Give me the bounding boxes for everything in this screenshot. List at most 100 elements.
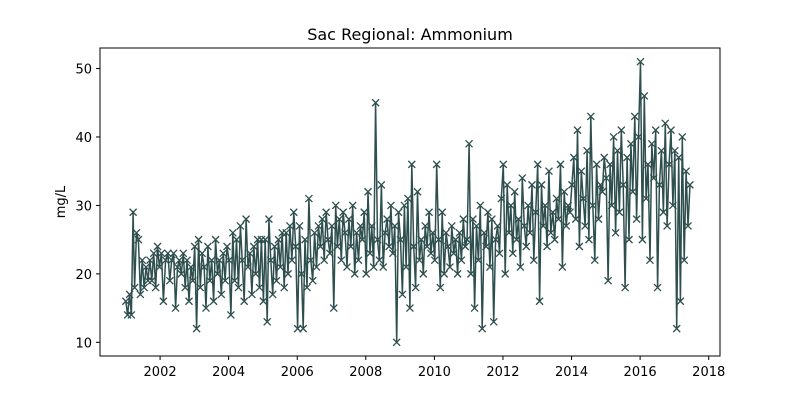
data-point-x-marker (592, 160, 601, 169)
data-point-x-marker (142, 263, 151, 271)
data-point-x-marker (508, 249, 517, 258)
data-point-x-marker (121, 297, 130, 306)
data-point-x-marker (377, 180, 386, 189)
data-point-x-marker (366, 249, 374, 258)
data-point-x-marker (685, 180, 694, 189)
data-point-x-marker (369, 263, 378, 271)
data-point-x-marker (318, 215, 327, 224)
data-point-x-marker (343, 263, 351, 271)
data-point-x-marker (386, 201, 395, 210)
data-point-x-marker (402, 263, 411, 271)
data-point-x-marker (373, 235, 382, 244)
data-point-x-marker (145, 256, 154, 265)
data-point-x-marker (217, 290, 226, 299)
data-point-x-marker (594, 215, 603, 224)
data-point-x-marker (421, 221, 430, 230)
data-point-x-marker (316, 242, 325, 251)
data-point-x-marker (535, 297, 544, 306)
data-point-x-marker (584, 235, 593, 244)
data-point-x-marker (221, 276, 230, 285)
data-point-x-marker (638, 235, 647, 244)
data-point-x-marker (188, 276, 197, 285)
data-point-x-marker (352, 228, 361, 237)
data-point-x-marker (606, 160, 615, 169)
data-point-x-marker (324, 235, 333, 244)
data-point-x-marker (663, 221, 672, 230)
data-point-x-marker (196, 283, 205, 292)
x-tick-label: 2004 (212, 365, 245, 380)
data-point-x-marker (303, 283, 311, 292)
data-point-x-marker (562, 221, 571, 230)
data-point-x-marker (173, 263, 182, 271)
x-tick-label: 2010 (418, 365, 451, 380)
data-point-x-marker (415, 256, 424, 265)
x-tick-label: 2002 (144, 365, 177, 380)
data-point-x-marker (285, 221, 294, 230)
data-point-x-marker (360, 208, 369, 217)
data-point-x-marker (682, 167, 691, 176)
data-point-x-marker (579, 194, 588, 203)
data-point-x-marker (497, 194, 506, 203)
data-point-x-marker (358, 235, 367, 244)
data-point-x-marker (436, 283, 445, 292)
data-point-x-marker (636, 57, 645, 66)
data-point-x-marker (459, 215, 468, 224)
data-point-x-marker (472, 221, 481, 230)
data-point-x-marker (518, 174, 527, 183)
data-point-x-marker (425, 208, 434, 217)
data-point-x-marker (543, 242, 552, 251)
data-point-x-marker (590, 256, 599, 265)
data-point-x-marker (346, 242, 355, 251)
data-point-x-marker (234, 283, 243, 292)
data-point-x-marker (238, 256, 247, 265)
data-point-x-marker (526, 228, 534, 237)
x-tick-label: 2006 (281, 365, 314, 380)
data-point-x-marker (455, 228, 464, 237)
data-point-x-marker (514, 215, 523, 224)
data-point-x-marker (153, 242, 162, 251)
data-point-x-marker (442, 228, 451, 237)
data-point-x-marker (571, 215, 580, 224)
data-point-x-marker (634, 133, 643, 141)
data-point-x-marker (203, 242, 212, 251)
data-point-x-marker (495, 249, 504, 258)
data-point-x-marker (202, 304, 210, 313)
data-point-x-marker (312, 263, 321, 271)
data-point-x-marker (646, 256, 654, 265)
data-point-x-marker (215, 256, 224, 265)
data-point-x-marker (263, 317, 272, 326)
data-point-x-marker (339, 208, 348, 217)
data-point-x-marker (457, 256, 466, 265)
data-point-x-marker (449, 249, 458, 258)
data-point-x-marker (310, 228, 319, 237)
data-point-x-marker (396, 235, 405, 244)
data-point-x-marker (512, 235, 521, 244)
data-point-x-marker (451, 235, 460, 244)
plot-frame (99, 47, 721, 357)
data-point-x-marker (440, 269, 449, 278)
data-point-x-marker (138, 256, 147, 265)
data-point-x-marker (438, 208, 447, 217)
data-point-x-marker (506, 201, 515, 210)
data-point-x-marker (155, 263, 164, 271)
data-point-x-marker (470, 304, 479, 313)
data-point-x-marker (575, 242, 584, 251)
data-point-x-marker (468, 215, 477, 224)
data-point-x-marker (478, 324, 487, 333)
x-axis: 2002 2004 2006 2008 2010 2012 2014 2016 2018 (144, 356, 725, 380)
x-tick-label: 2016 (624, 365, 657, 380)
data-point-x-marker (670, 146, 679, 155)
data-point-x-marker (520, 221, 529, 230)
data-point-x-marker (223, 242, 231, 251)
data-point-x-marker (665, 160, 674, 169)
data-point-x-marker (640, 91, 649, 100)
data-point-x-marker (430, 256, 439, 265)
data-point-x-marker (181, 283, 190, 292)
data-point-x-marker (136, 290, 145, 299)
data-point-x-marker (367, 221, 376, 230)
data-point-x-marker (625, 235, 633, 244)
data-point-x-marker (190, 242, 199, 251)
x-tick-label: 2014 (555, 365, 588, 380)
data-point-x-marker (169, 249, 178, 258)
data-point-x-marker (485, 263, 494, 271)
